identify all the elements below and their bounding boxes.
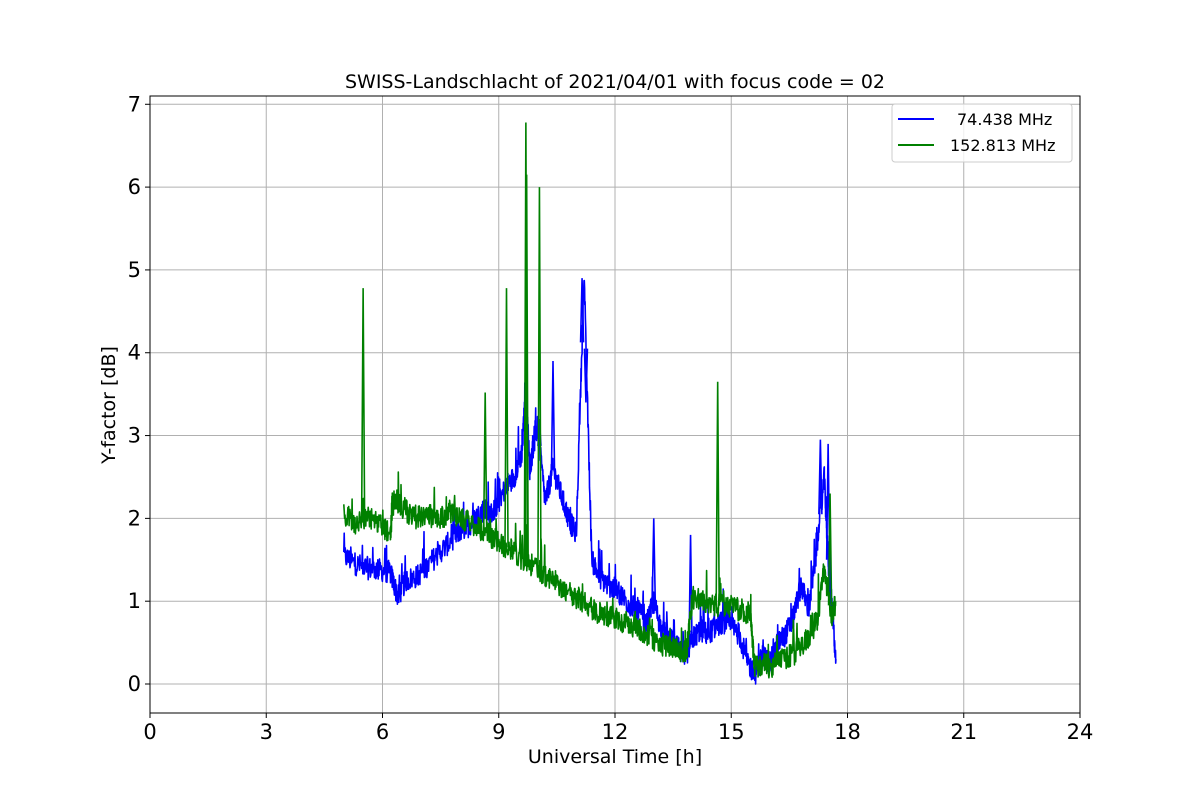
series-spike-0: [550, 361, 556, 469]
y-tick-label: 6: [128, 175, 141, 199]
series-spike-0: [651, 518, 657, 602]
x-tick-label: 21: [950, 720, 977, 744]
y-tick-label: 7: [128, 92, 141, 116]
grid-lines: [149, 96, 1081, 713]
x-tick-label: 9: [492, 720, 505, 744]
y-axis-label: Y-factor [dB]: [98, 346, 120, 465]
chart-title: SWISS-Landschlacht of 2021/04/01 with fo…: [345, 71, 885, 93]
y-tick-label: 4: [128, 341, 141, 365]
series-spike-1: [524, 174, 529, 562]
legend-box: [891, 103, 1073, 163]
series-line-1: [343, 471, 837, 679]
y-tick-label: 3: [128, 424, 141, 448]
series-lines: [343, 122, 837, 685]
x-tick-label: 15: [718, 720, 745, 744]
y-tick-label: 5: [128, 258, 141, 282]
series-spike-1: [360, 288, 366, 520]
y-tick-label: 0: [128, 672, 141, 696]
x-tick-label: 12: [602, 720, 629, 744]
series-0: [343, 278, 837, 685]
y-tick-label: 1: [128, 589, 141, 613]
series-spike-0: [583, 348, 589, 403]
series-line-0: [343, 279, 837, 685]
y-tick-label: 2: [128, 506, 141, 530]
series-spike-1: [827, 493, 833, 606]
x-tick-label: 6: [376, 720, 389, 744]
series-spike-1: [715, 381, 720, 606]
series-spike-0: [579, 278, 585, 343]
series-spike-0: [818, 439, 823, 515]
legend: 74.438 MHz 152.813 MHz: [891, 103, 1073, 163]
legend-label-152-mhz: 152.813 MHz: [950, 136, 1055, 155]
series-spike-1: [482, 392, 488, 533]
x-tick-label: 24: [1067, 720, 1094, 744]
series-spike-1: [537, 187, 542, 571]
x-tick-label: 0: [143, 720, 156, 744]
series-1: [343, 122, 837, 679]
x-axis-label: Universal Time [h]: [528, 746, 702, 768]
legend-label-74-mhz: 74.438 MHz: [957, 110, 1052, 129]
x-tick-label: 18: [834, 720, 861, 744]
x-tick-label: 3: [260, 720, 273, 744]
series-spike-1: [504, 288, 509, 548]
